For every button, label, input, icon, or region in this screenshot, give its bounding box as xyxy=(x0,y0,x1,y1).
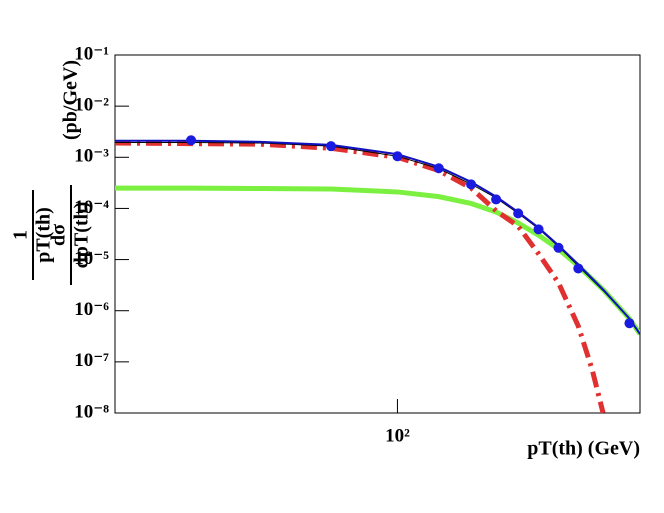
y-tick-label: 10⁻⁷ xyxy=(74,350,109,371)
curve xyxy=(115,141,640,335)
data-point xyxy=(491,194,502,205)
curve xyxy=(115,185,640,336)
x-axis-label: pT(th) (GeV) xyxy=(527,438,640,460)
y-tick-label: 10⁻¹ xyxy=(74,43,109,64)
curve xyxy=(115,140,606,413)
data-point xyxy=(325,141,336,152)
y-tick-label: 10⁻⁴ xyxy=(74,197,109,218)
data-point xyxy=(392,151,403,162)
data-point xyxy=(624,318,635,329)
plot-frame xyxy=(114,54,641,414)
y-label-den: dpT(th) xyxy=(71,202,93,269)
y-tick-label: 10⁻⁶ xyxy=(74,299,109,320)
x-tick-label: 10² xyxy=(385,425,410,446)
y-tick-label: 10⁻⁵ xyxy=(74,248,109,269)
data-point xyxy=(533,224,544,235)
data-point xyxy=(553,242,564,253)
y-tick-label: 10⁻³ xyxy=(74,146,109,167)
y-tick-label: 10⁻² xyxy=(74,95,109,116)
data-point xyxy=(513,208,524,219)
data-point xyxy=(466,179,477,190)
y-tick-label: 10⁻⁸ xyxy=(74,401,109,422)
y-label-factor-den: pT(th) xyxy=(33,207,55,263)
data-point xyxy=(186,135,197,146)
y-label-factor-num: 1 xyxy=(10,230,32,240)
data-point xyxy=(573,263,584,274)
data-point xyxy=(433,163,444,174)
y-axis-label: 1 pT(th) dσ dpT(th) (pb/GeV) xyxy=(10,60,93,285)
curve xyxy=(115,139,640,335)
y-label-unit: (pb/GeV) xyxy=(60,60,82,140)
y-label-num: dσ xyxy=(48,224,70,246)
